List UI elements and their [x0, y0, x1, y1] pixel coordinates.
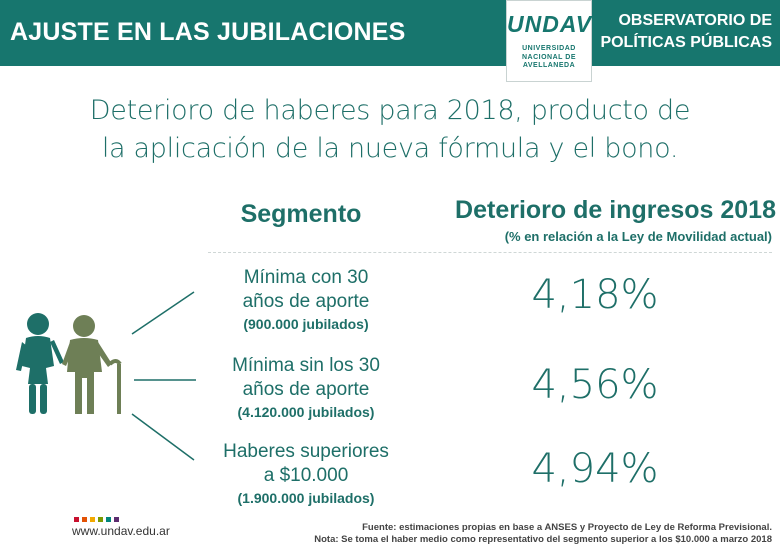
- brand-dot-1: [74, 517, 79, 522]
- header-title: AJUSTE EN LAS JUBILACIONES: [10, 18, 406, 46]
- brand-dot-3: [90, 517, 95, 522]
- brand-dot-5: [106, 517, 111, 522]
- brand-dot-4: [98, 517, 103, 522]
- logo-sub-line3: AVELLANEDA: [522, 62, 576, 69]
- undav-logo-subtitle: UNIVERSIDAD NACIONAL DE AVELLANEDA: [507, 45, 591, 71]
- segment-row-2: Mínima sin los 30 años de aporte (4.120.…: [196, 354, 416, 422]
- segment-3-count: (1.900.000 jubilados): [237, 490, 375, 506]
- column-header-deterioro-subtitle: (% en relación a la Ley de Movilidad act…: [504, 229, 772, 244]
- segment-row-3: Haberes superiores a $10.000 (1.900.000 …: [196, 440, 416, 508]
- value-row-2: 4,56%: [531, 362, 659, 408]
- source-line1: Fuente: estimaciones propias en base a A…: [362, 522, 772, 533]
- segment-3-line1: Haberes superiores: [223, 441, 389, 462]
- main-title-line1: Deterioro de haberes para 2018, producto…: [89, 95, 691, 126]
- segment-row-1: Mínima con 30 años de aporte (900.000 ju…: [196, 266, 416, 334]
- brand-dot-2: [82, 517, 87, 522]
- observatorio-line1: OBSERVATORIO DE: [618, 12, 772, 29]
- column-header-segment: Segmento: [240, 200, 362, 228]
- value-row-3: 4,94%: [531, 446, 659, 492]
- observatorio-label: OBSERVATORIO DE POLÍTICAS PÚBLICAS: [600, 10, 772, 54]
- elderly-couple-icon: [16, 313, 122, 414]
- logo-sub-line1: UNIVERSIDAD: [522, 45, 576, 52]
- column-header-deterioro: Deterioro de ingresos 2018: [455, 196, 776, 224]
- header-bar: AJUSTE EN LAS JUBILACIONES OBSERVATORIO …: [0, 0, 780, 66]
- main-title-line2: la aplicación de la nueva fórmula y el b…: [101, 133, 679, 164]
- website-link[interactable]: www.undav.edu.ar: [72, 524, 170, 538]
- connector-lines: [131, 291, 196, 461]
- segment-2-line2: años de aporte: [242, 379, 370, 400]
- segment-2-count: (4.120.000 jubilados): [237, 404, 375, 420]
- observatorio-line2: POLÍTICAS PÚBLICAS: [600, 34, 772, 51]
- value-row-1: 4,18%: [531, 272, 659, 318]
- segment-3-line2: a $10.000: [263, 465, 349, 486]
- connector-line-1: [131, 291, 195, 335]
- undav-logo: UNDAV UNIVERSIDAD NACIONAL DE AVELLANEDA: [506, 0, 592, 82]
- segment-2-line1: Mínima sin los 30: [232, 355, 380, 376]
- segment-1-count: (900.000 jubilados): [243, 316, 369, 332]
- divider: [208, 252, 772, 253]
- main-title: Deterioro de haberes para 2018, producto…: [0, 92, 780, 168]
- source-note: Fuente: estimaciones propias en base a A…: [314, 522, 772, 546]
- undav-logo-word: UNDAV: [507, 11, 593, 37]
- connector-line-3: [131, 413, 195, 461]
- logo-sub-line2: NACIONAL DE: [522, 53, 576, 61]
- segment-1-line1: Mínima con 30: [243, 267, 369, 288]
- segment-1-line2: años de aporte: [242, 291, 370, 312]
- brand-color-dots: [74, 517, 124, 522]
- brand-dot-6: [114, 517, 119, 522]
- source-line2: Nota: Se toma el haber medio como repres…: [314, 534, 772, 545]
